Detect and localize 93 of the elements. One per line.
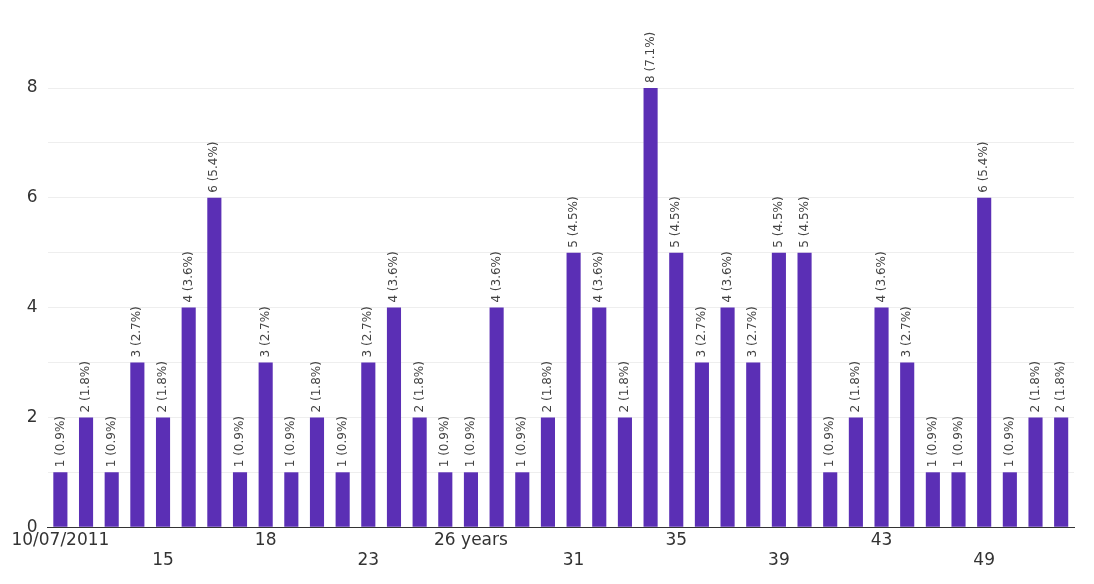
data-label: 5 (4.5%) <box>796 196 811 248</box>
bar <box>874 307 889 527</box>
bar <box>823 472 838 527</box>
bar <box>771 252 786 527</box>
data-label: 2 (1.8%) <box>1027 361 1042 413</box>
bar <box>104 472 119 527</box>
data-label: 1 (0.9%) <box>103 415 118 468</box>
bar <box>463 472 479 527</box>
bar <box>848 417 863 527</box>
data-label: 2 (1.8%) <box>1053 361 1068 413</box>
bar <box>643 88 658 527</box>
bar <box>1028 417 1043 527</box>
data-label: 1 (0.9%) <box>232 415 247 468</box>
bar <box>592 307 607 527</box>
bar <box>1002 472 1017 527</box>
bar <box>386 307 402 527</box>
data-label: 1 (0.9%) <box>283 415 298 468</box>
data-label: 3 (2.7%) <box>899 306 914 358</box>
bar <box>361 362 376 527</box>
data-label: 1 (0.9%) <box>1001 415 1016 468</box>
bar <box>515 472 530 527</box>
bar <box>540 417 555 527</box>
bar <box>78 417 94 527</box>
data-label: 4 (3.6%) <box>180 251 195 303</box>
data-label: 4 (3.6%) <box>386 251 401 303</box>
data-label: 8 (7.1%) <box>642 31 657 83</box>
data-label: 1 (0.9%) <box>950 415 965 468</box>
bar <box>977 197 992 527</box>
bar <box>438 472 453 527</box>
data-label: 2 (1.8%) <box>617 361 632 413</box>
data-label: 4 (3.6%) <box>488 251 503 303</box>
bar <box>925 472 940 527</box>
data-label: 2 (1.8%) <box>540 361 555 413</box>
bar <box>232 472 248 527</box>
data-label: 2 (1.8%) <box>155 361 170 413</box>
x-tick-label: 49 <box>973 549 996 570</box>
bar <box>900 362 915 527</box>
x-tick-label: 15 <box>152 549 174 570</box>
bar <box>746 362 761 527</box>
bar <box>155 417 171 527</box>
data-label: 4 (3.6%) <box>873 251 888 303</box>
data-label: 3 (2.7%) <box>360 306 375 358</box>
data-label: 3 (2.7%) <box>694 306 709 358</box>
bar <box>566 252 581 527</box>
data-label: 3 (2.7%) <box>257 306 272 358</box>
bar <box>951 472 966 527</box>
bar <box>720 307 735 527</box>
y-tick-label: 8 <box>26 76 38 97</box>
data-label: 1 (0.9%) <box>822 415 837 468</box>
x-tick-label: 39 <box>768 549 790 570</box>
data-label: 3 (2.7%) <box>129 306 144 358</box>
y-tick-label: 4 <box>26 296 38 317</box>
data-label: 5 (4.5%) <box>668 196 683 248</box>
data-label: 6 (5.4%) <box>976 141 991 193</box>
data-label: 1 (0.9%) <box>437 415 452 468</box>
x-tick-label: 35 <box>665 528 688 549</box>
data-label: 3 (2.7%) <box>745 306 760 358</box>
data-label: 1 (0.9%) <box>924 415 939 468</box>
bar <box>53 472 68 527</box>
data-label: 2 (1.8%) <box>309 361 324 413</box>
y-tick-label: 2 <box>26 405 38 426</box>
data-label: 5 (4.5%) <box>565 196 580 248</box>
data-label: 1 (0.9%) <box>463 415 478 468</box>
bar <box>284 472 299 527</box>
data-label: 6 (5.4%) <box>206 141 221 193</box>
x-tick-label: 18 <box>254 528 277 549</box>
bar <box>797 252 812 527</box>
bar <box>489 307 504 527</box>
bar <box>1054 417 1069 527</box>
bar <box>181 307 196 527</box>
x-tick-label: 43 <box>870 528 893 549</box>
x-tick-label: 31 <box>562 549 585 570</box>
bar <box>617 417 632 527</box>
bar <box>412 417 427 527</box>
data-label: 1 (0.9%) <box>514 415 529 468</box>
bar <box>309 417 325 527</box>
bar <box>669 252 684 527</box>
data-label: 1 (0.9%) <box>334 415 349 468</box>
bar <box>130 362 145 527</box>
x-tick-label: 23 <box>357 549 380 570</box>
data-label: 2 (1.8%) <box>78 361 93 413</box>
data-label: 2 (1.8%) <box>848 361 862 413</box>
bar <box>258 362 273 527</box>
y-tick-label: 6 <box>26 186 38 207</box>
data-label: 1 (0.9%) <box>52 415 67 468</box>
bar <box>207 197 222 527</box>
data-label: 4 (3.6%) <box>719 251 734 303</box>
bar <box>335 472 350 527</box>
data-label: 2 (1.8%) <box>411 361 426 413</box>
data-label: 4 (3.6%) <box>591 251 606 303</box>
data-label: 5 (4.5%) <box>771 196 786 248</box>
x-tick-label: 26 years <box>434 528 509 549</box>
bar <box>694 362 709 527</box>
